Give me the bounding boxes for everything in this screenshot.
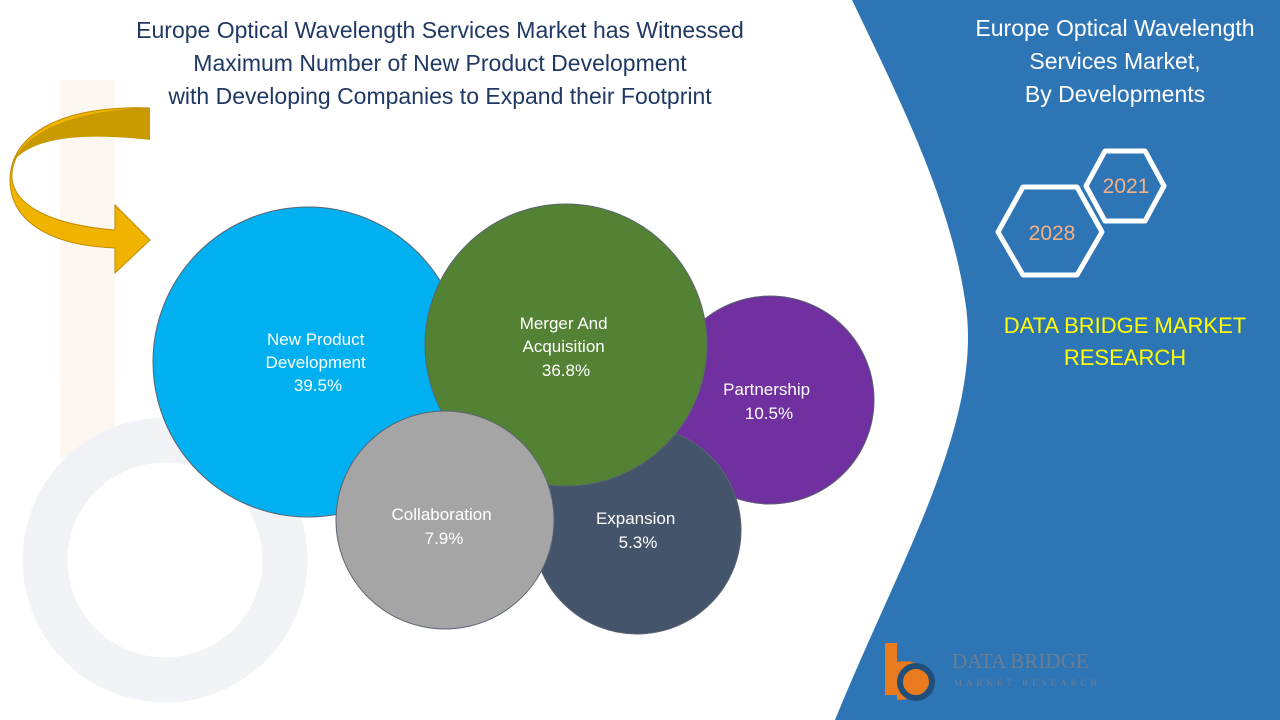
- year-2028-label: 2028: [1029, 222, 1076, 245]
- label-new-product-development: New Product Development 39.5%: [266, 330, 371, 395]
- label-merger-and-acquisition: Merger And Acquisition 36.8%: [520, 314, 613, 380]
- curved-arrow-icon: [9, 107, 151, 275]
- side-title-line-2: Services Market,: [1029, 48, 1201, 74]
- bubble-collaboration: [335, 410, 555, 630]
- bubble-merger-and-acquisition: [424, 203, 708, 487]
- logo-name: DATA BRIDGE: [952, 649, 1089, 673]
- main-title-line-1: Europe Optical Wavelength Services Marke…: [136, 17, 744, 43]
- side-panel-title: Europe Optical Wavelength Services Marke…: [960, 12, 1270, 111]
- watermark-logo: [22, 80, 308, 703]
- brand-name-text: DATA BRIDGE MARKET RESEARCH: [985, 310, 1265, 374]
- year-2021-label: 2021: [1103, 175, 1150, 198]
- year-hexagon-2021: 2021: [1083, 148, 1167, 224]
- logo-tagline: MARKET RESEARCH: [954, 678, 1101, 688]
- main-title-line-2: Maximum Number of New Product Developmen…: [193, 50, 687, 76]
- label-partnership: Partnership 10.5%: [723, 380, 815, 423]
- main-title: Europe Optical Wavelength Services Marke…: [90, 14, 790, 113]
- brand-line-2: RESEARCH: [1063, 345, 1187, 370]
- year-hexagon-2028: 2028: [995, 184, 1105, 278]
- side-title-line-1: Europe Optical Wavelength: [975, 15, 1255, 41]
- data-bridge-logo: DATA BRIDGE MARKET RESEARCH: [885, 643, 1101, 701]
- main-title-line-3: with Developing Companies to Expand thei…: [168, 83, 712, 109]
- side-panel-background: [835, 0, 1280, 720]
- side-title-line-3: By Developments: [1024, 81, 1206, 107]
- label-collaboration: Collaboration 7.9%: [392, 505, 497, 548]
- label-expansion: Expansion 5.3%: [596, 509, 680, 552]
- brand-line-1: DATA BRIDGE MARKET: [1003, 313, 1247, 338]
